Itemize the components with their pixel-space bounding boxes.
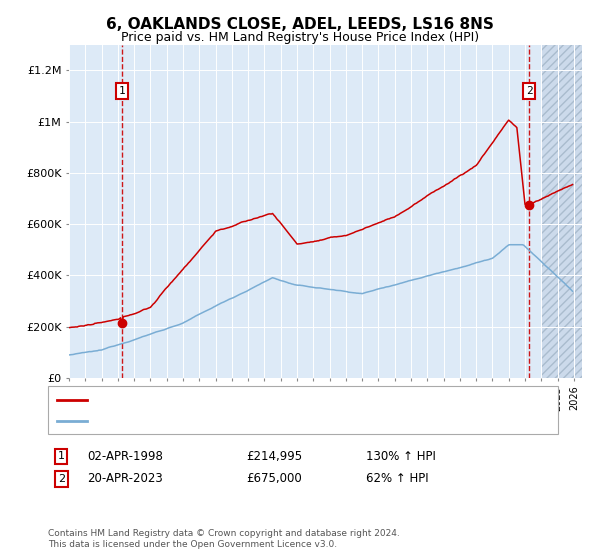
Bar: [541, 45, 582, 378]
Text: 130% ↑ HPI: 130% ↑ HPI: [366, 450, 436, 463]
Text: 6, OAKLANDS CLOSE, ADEL, LEEDS, LS16 8NS: 6, OAKLANDS CLOSE, ADEL, LEEDS, LS16 8NS: [106, 17, 494, 32]
Text: 20-APR-2023: 20-APR-2023: [87, 472, 163, 486]
Text: 6, OAKLANDS CLOSE, ADEL, LEEDS, LS16 8NS (detached house): 6, OAKLANDS CLOSE, ADEL, LEEDS, LS16 8NS…: [91, 395, 425, 405]
Text: £675,000: £675,000: [246, 472, 302, 486]
Text: 1: 1: [119, 86, 125, 96]
Text: Contains HM Land Registry data © Crown copyright and database right 2024.
This d: Contains HM Land Registry data © Crown c…: [48, 529, 400, 549]
Text: HPI: Average price, detached house, Leeds: HPI: Average price, detached house, Leed…: [91, 416, 314, 426]
Text: £214,995: £214,995: [246, 450, 302, 463]
Text: 1: 1: [58, 451, 65, 461]
Text: 2: 2: [58, 474, 65, 484]
Text: 62% ↑ HPI: 62% ↑ HPI: [366, 472, 428, 486]
Text: Price paid vs. HM Land Registry's House Price Index (HPI): Price paid vs. HM Land Registry's House …: [121, 31, 479, 44]
Text: 2: 2: [526, 86, 532, 96]
Text: 02-APR-1998: 02-APR-1998: [87, 450, 163, 463]
